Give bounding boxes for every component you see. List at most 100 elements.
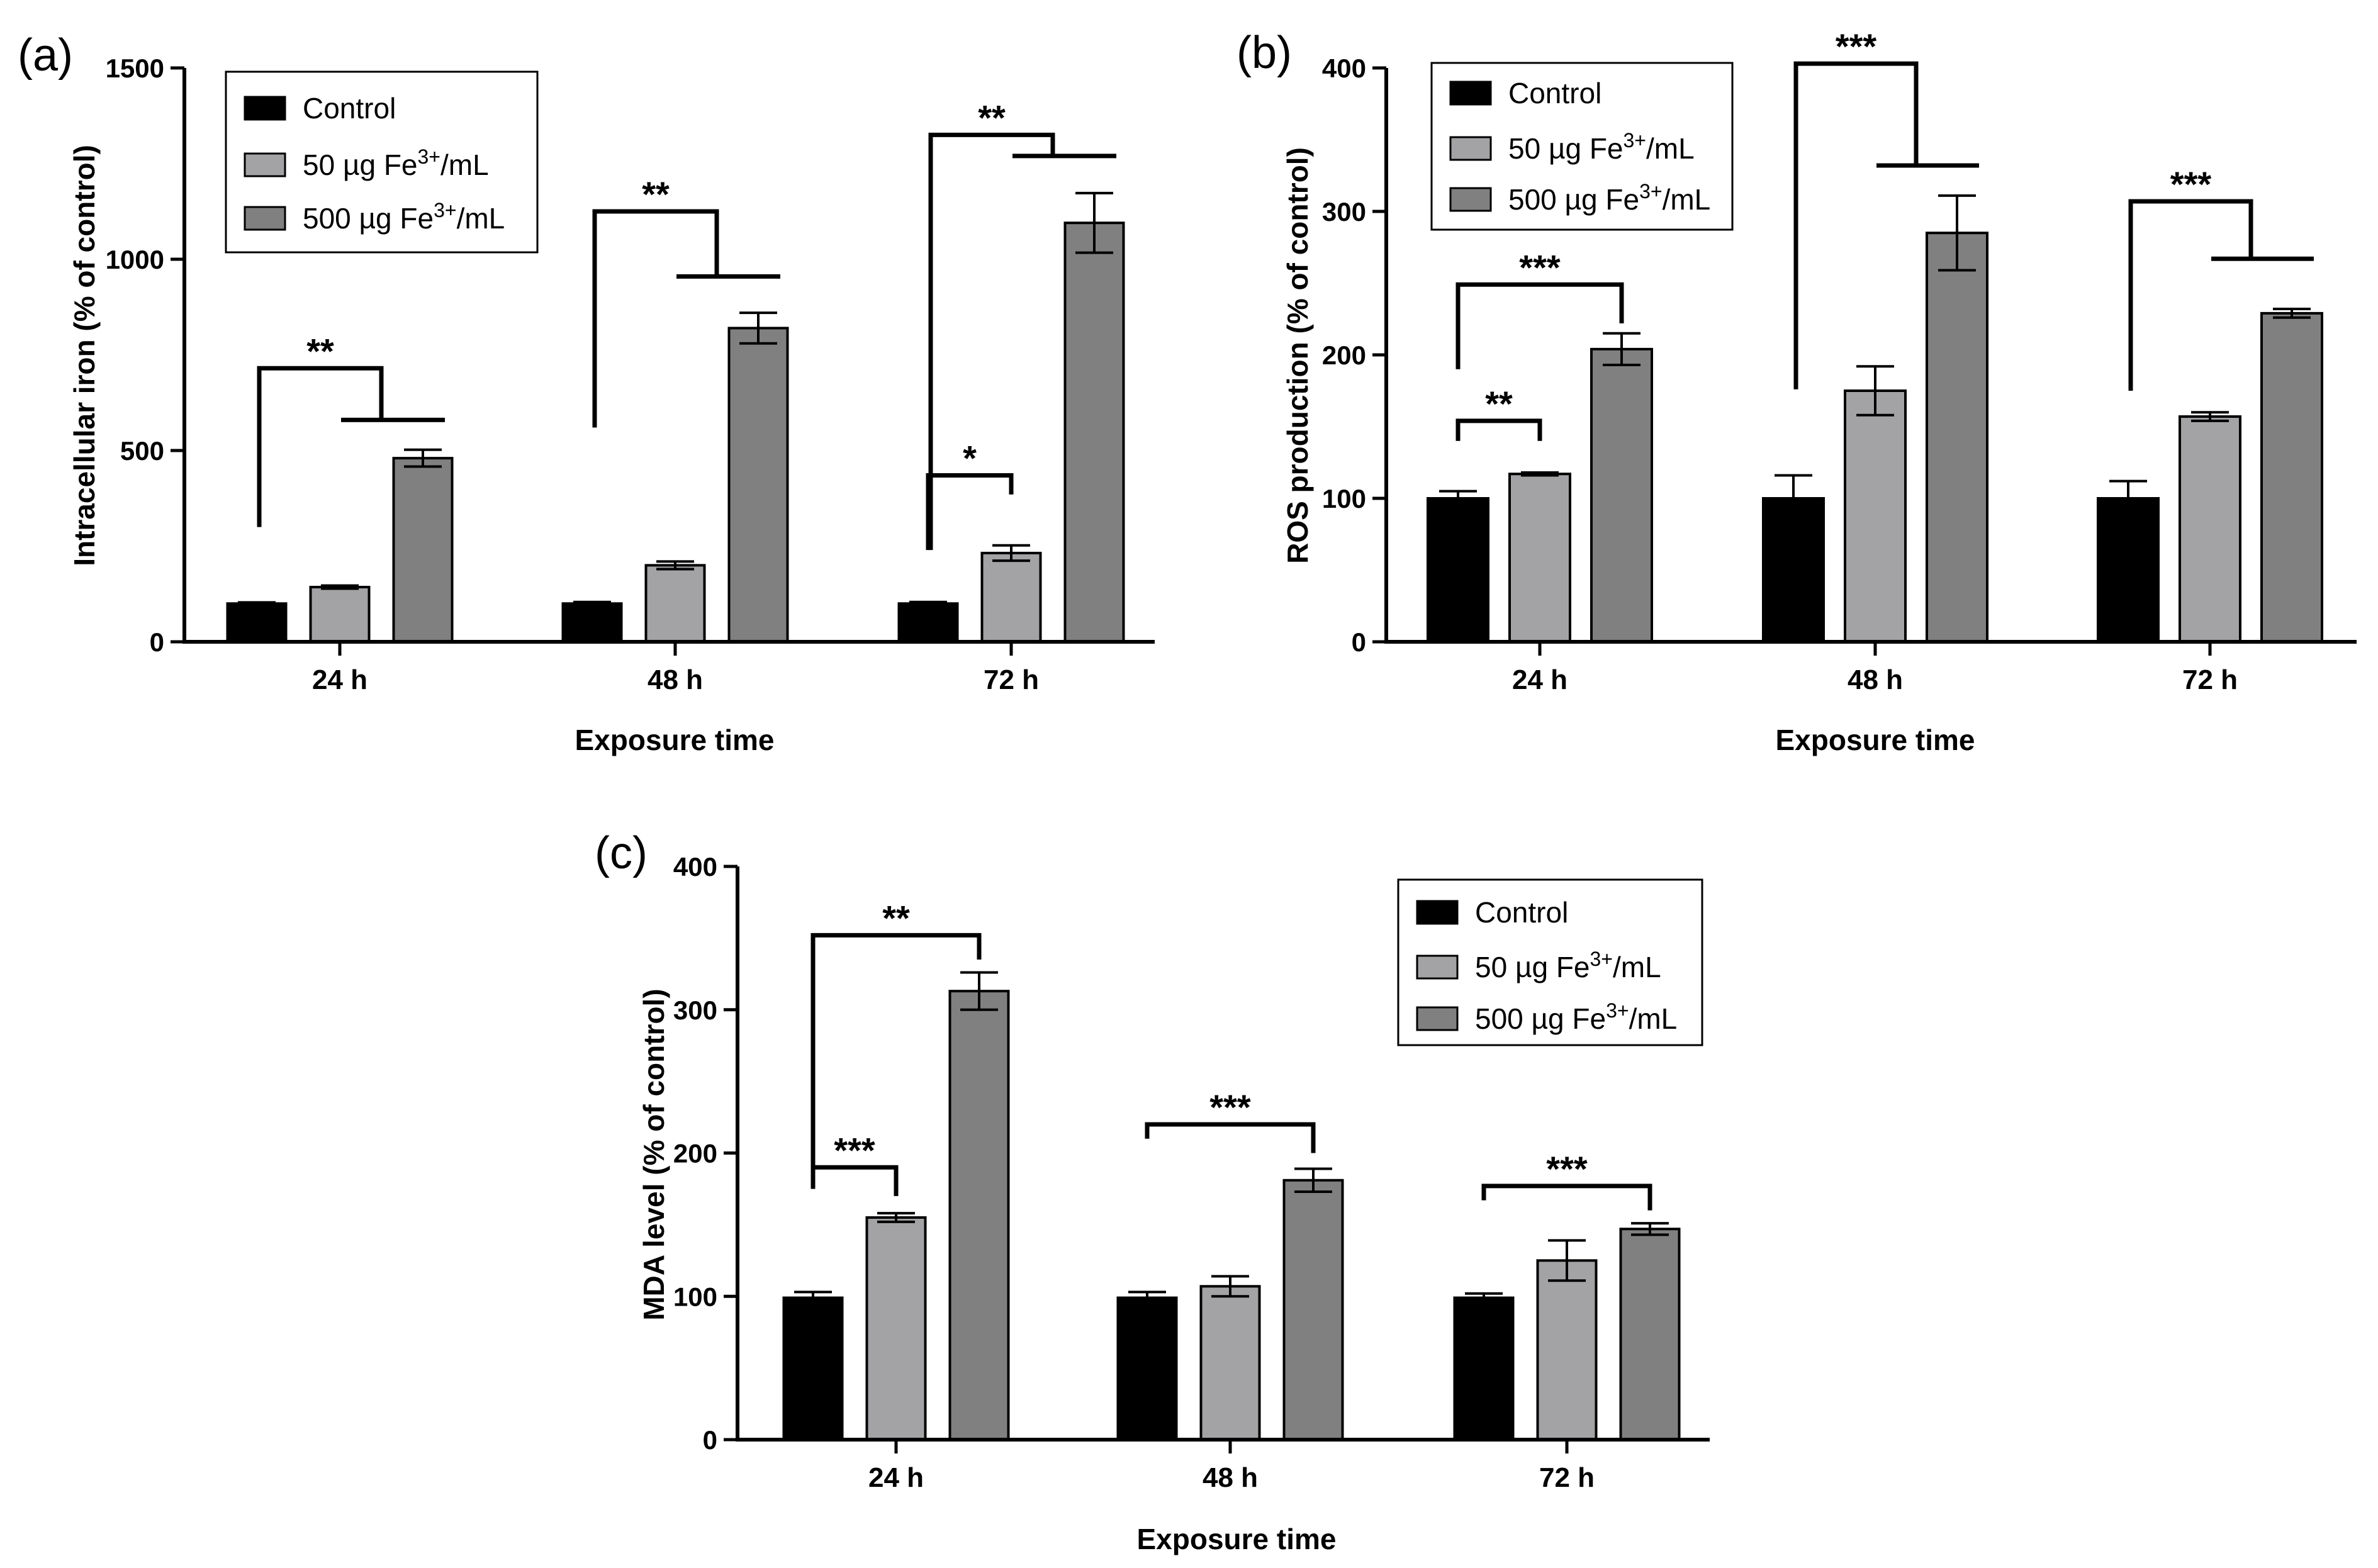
panel-b-bar-fe500-0 [1590, 347, 1653, 643]
panel-c-errorbar-line-fe500-1 [1294, 1167, 1332, 1193]
panel-c-bar-fe500-2 [1619, 1228, 1681, 1442]
panel-b-ylabel: ROS production (% of control) [1281, 147, 1314, 564]
panel-c-bar-fe500-0 [948, 990, 1010, 1441]
panel-c-legend-label-fe500: 500 µg Fe3+/mL [1475, 999, 1677, 1035]
panel-c-legend: Control 50 µg Fe3+/mL 500 µg Fe3+/mL [1397, 878, 1703, 1046]
panel-b-bar-fe50-2 [2179, 415, 2241, 643]
panel-b-significance-label-3: *** [2170, 164, 2212, 204]
panel-c-significance-label-2: *** [1209, 1087, 1251, 1127]
panel-c-errorbar-line-fe50-1 [1211, 1275, 1249, 1298]
panel-b-errorbar-line-fe50-1 [1856, 365, 1894, 417]
panel-a-ytick-label-0: 0 [150, 627, 164, 657]
panel-a-chart: (a) Intracellular iron (% of control) Ex… [18, 30, 1155, 756]
panel-b-errorbar-fe50-2 [2191, 411, 2229, 422]
panel-a-bar-fe500-1 [727, 327, 789, 643]
panel-b-ytick-label-400: 400 [1322, 53, 1366, 83]
panel-a-ytick-label-1000: 1000 [106, 245, 164, 274]
panel-c-significance-line-3 [1481, 1184, 1652, 1211]
panel-c-significance-label-3: *** [1546, 1149, 1588, 1189]
panel-a-errorbar-line-fe50-0 [321, 584, 359, 590]
panel-c-label: (c) [595, 828, 648, 878]
panel-b-significance-label-0: *** [1519, 247, 1561, 287]
panel-a-bar-fe500-0 [392, 457, 454, 643]
panel-c-errorbar-fe50-1 [1211, 1275, 1249, 1298]
panel-b-ytick-label-100: 100 [1322, 484, 1366, 513]
panel-c-errorbar-line-control-1 [1128, 1291, 1166, 1305]
panel-c-bar-control-1 [1116, 1296, 1178, 1442]
panel-c-ytick-label-0: 0 [703, 1425, 717, 1455]
panel-b-category-label-1: 48 h [1848, 664, 1903, 695]
panel-a-legend-swatch-fe50 [244, 152, 286, 177]
panel-a-errorbar-line-fe500-0 [404, 448, 442, 468]
panel-b-errorbar-fe50-1 [1856, 365, 1894, 417]
panel-c-significance-bracket-1 [810, 1165, 899, 1196]
panel-c-category-label-0: 24 h [868, 1462, 924, 1493]
panel-c-errorbar-line-fe50-0 [877, 1212, 915, 1223]
panel-b-errorbar-control-0 [1439, 490, 1477, 507]
panel-a-significance-label-2: ** [978, 98, 1006, 137]
panel-b-bar-fe500-2 [2260, 311, 2323, 643]
panel-b-significance-bracket-0 [1455, 282, 1624, 369]
panel-a-significance-label-1: ** [642, 174, 670, 214]
panel-c-bar-fe50-1 [1199, 1285, 1261, 1441]
panel-c-significance-bracket-3 [1481, 1184, 1652, 1211]
panel-b-errorbar-line-control-1 [1775, 474, 1812, 523]
panel-b-errorbar-line-fe500-1 [1938, 194, 1976, 272]
panel-a-bar-fe500-2 [1063, 221, 1125, 643]
panel-c-ytick-label-300: 300 [673, 995, 717, 1025]
panel-c-significance-label-0: ** [882, 898, 910, 938]
panel-a-category-label-1: 48 h [648, 664, 703, 695]
panel-a-errorbar-fe50-1 [656, 560, 694, 571]
panel-b-bar-control-0 [1427, 497, 1489, 643]
panel-a-significance-line-2 [928, 132, 1116, 551]
panel-a-bar-fe50-0 [309, 586, 371, 644]
panel-b-legend-label-control: Control [1508, 77, 1601, 109]
panel-c-bar-fe50-2 [1536, 1259, 1598, 1441]
panel-b-significance-line-3 [2128, 199, 2314, 391]
panel-a-significance-bracket-0 [257, 366, 445, 527]
panel-a-category-label-0: 24 h [312, 664, 367, 695]
panel-a-errorbar-fe500-1 [739, 311, 777, 345]
panel-a-bar-control-0 [226, 602, 288, 644]
panel-b-significance-line-0 [1455, 282, 1624, 369]
panel-b-legend-swatch-control [1449, 81, 1492, 106]
panel-b-bar-fe50-0 [1508, 473, 1571, 643]
panel-c-errorbar-fe500-1 [1294, 1167, 1332, 1193]
panel-b-category-label-0: 24 h [1512, 664, 1568, 695]
panel-b-xlabel: Exposure time [1776, 724, 1975, 756]
panel-a-ytick-label-1500: 1500 [106, 53, 164, 83]
panel-a-legend-label-fe500: 500 µg Fe3+/mL [303, 199, 505, 235]
panel-c-errorbar-line-fe500-2 [1631, 1222, 1669, 1236]
panel-c-significance-line-0 [810, 932, 982, 1189]
panel-c-errorbar-line-control-2 [1465, 1292, 1503, 1304]
panel-c-bar-fe50-0 [865, 1216, 927, 1442]
panel-c-category-label-2: 72 h [1539, 1462, 1595, 1493]
panel-c-significance-bracket-2 [1145, 1122, 1316, 1153]
panel-c-bar-fe500-1 [1282, 1179, 1344, 1441]
panel-c-significance-bracket-0 [810, 932, 982, 1189]
panel-c-ylabel: MDA level (% of control) [637, 988, 670, 1320]
panel-c-ytick-label-400: 400 [673, 852, 717, 882]
panel-b-bar-fe50-1 [1844, 389, 1907, 643]
panel-b-errorbar-line-control-0 [1439, 490, 1477, 507]
panel-a-errorbar-line-control-2 [909, 600, 947, 607]
panel-b-errorbar-line-fe500-2 [2273, 308, 2311, 319]
panel-a-xlabel: Exposure time [575, 724, 775, 756]
panel-a-errorbar-control-1 [573, 600, 611, 607]
panel-c-ytick-label-100: 100 [673, 1282, 717, 1311]
panel-b-legend-label-fe50: 50 µg Fe3+/mL [1508, 129, 1695, 165]
panel-a-ylabel: Intracellular iron (% of control) [68, 145, 101, 566]
panel-b-errorbar-line-fe50-2 [2191, 411, 2229, 422]
panel-a-errorbar-line-fe500-2 [1075, 191, 1113, 254]
panel-c-bar-control-0 [782, 1296, 844, 1442]
panel-b-legend: Control 50 µg Fe3+/mL 500 µg Fe3+/mL [1430, 62, 1734, 231]
panel-b-errorbar-control-1 [1775, 474, 1812, 523]
panel-a-errorbar-fe50-0 [321, 584, 359, 590]
panel-c-ytick-label-200: 200 [673, 1139, 717, 1168]
panel-c-errorbar-fe50-0 [877, 1212, 915, 1223]
panel-b-legend-swatch-fe50 [1449, 136, 1492, 161]
panel-b-errorbar-fe500-0 [1603, 332, 1640, 366]
panel-a-significance-label-3: * [963, 439, 977, 478]
panel-a-significance-label-0: ** [306, 331, 334, 371]
